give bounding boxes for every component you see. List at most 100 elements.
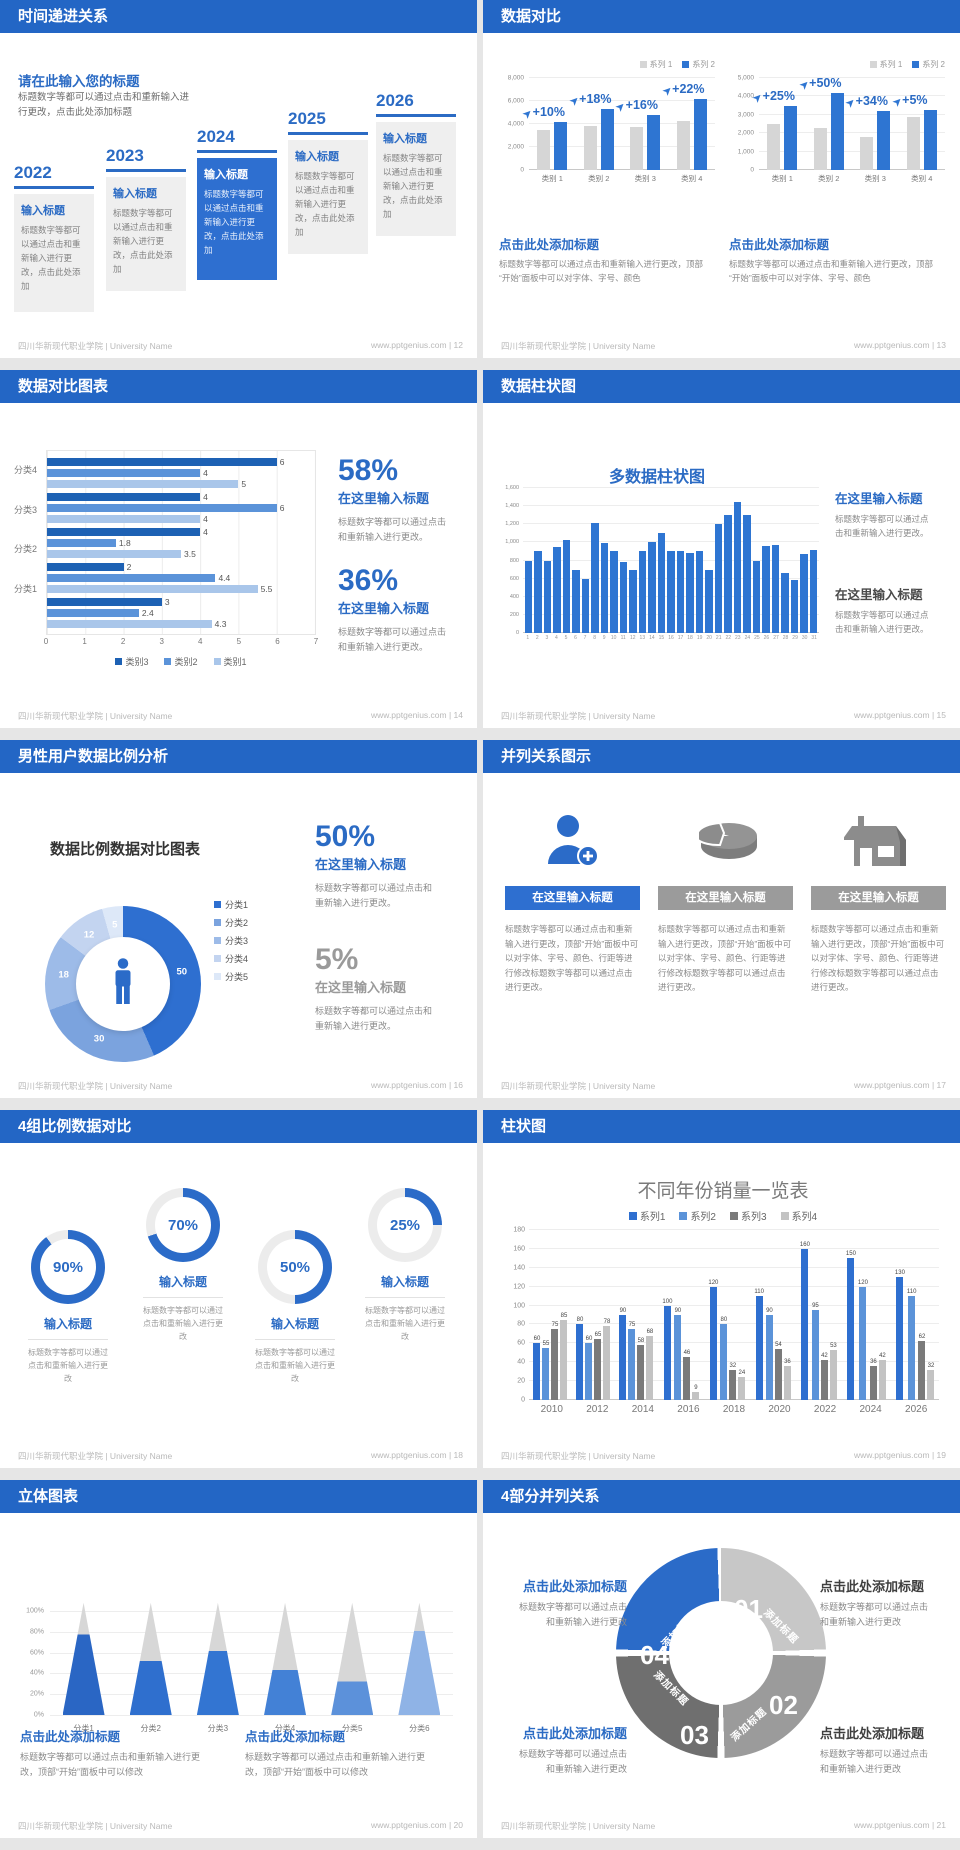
bar-row: 5.5 — [47, 584, 315, 594]
slide-15-data-column-chart[interactable]: 数据柱状图 多数据柱状图 0 200 400 600 800 1,000 1,200 1,40… — [483, 370, 960, 728]
growth-percent: +16% — [625, 97, 658, 112]
stat-title: 在这里输入标题 — [338, 491, 430, 506]
body-line2: “开始”面板中可以对字体、字号、颜色 — [499, 272, 641, 283]
stat-percent: 5% — [315, 943, 359, 976]
value-label: 36 — [870, 1359, 877, 1365]
y-tick-label: 80% — [29, 1628, 44, 1636]
legend-swatch — [869, 60, 877, 68]
value-label: 150 — [845, 1251, 856, 1258]
plot-area: 0 200 400 600 800 1,000 1,200 1,400 1,600 — [505, 485, 819, 636]
x-tick-label: 分类3 — [207, 1724, 229, 1733]
slide-16-male-user-ratio[interactable]: 男性用户数据比例分析 数据比例数据对比图表 50 30 18 12 5 分类1 分类2 分类… — [0, 740, 477, 1098]
bar — [743, 515, 751, 633]
bar — [781, 573, 789, 633]
bar — [771, 545, 780, 633]
slide-20-3d-chart[interactable]: 立体图表 0% 20% 40% 60% 80% 100% 分类1 分类2 分类3 分类4 分类5 分类… — [0, 1480, 477, 1838]
bar — [676, 120, 690, 170]
comparison-block-right: 系列 1 系列 2 0 1,000 2,000 3,000 4,000 5,000 ➤ +25% ➤… — [729, 58, 945, 285]
bar-wrap: 90 — [674, 1230, 682, 1400]
bar — [847, 1258, 855, 1400]
segment-value-label: 12 — [83, 929, 95, 940]
slide-19-column-chart[interactable]: 柱状图 不同年份销量一览表 系列1 系列2 系列3 系列4 0 20 40 60 80 100 1… — [483, 1110, 960, 1468]
value-label: 53 — [830, 1342, 837, 1349]
gridline — [529, 77, 715, 78]
legend-swatch — [682, 60, 690, 68]
slide-17-parallel-relationship[interactable]: 并列关系图示 在这里输入标题 标题数字等都可以通过点击和重新输入进行更改，顶部“… — [483, 740, 960, 1098]
legend-item: 系列1 — [628, 1208, 665, 1223]
value-label: 4.4 — [218, 572, 231, 583]
block-body: 标题数字等都可以通过点击 和重新输入进行更改 — [497, 1747, 627, 1777]
category-label: 分类1 — [14, 584, 38, 595]
bar-wrap: 36 — [783, 1230, 791, 1400]
footer-university: 四川华新现代职业学院 | University Name — [501, 1821, 656, 1831]
growth-percent: +18% — [579, 92, 612, 107]
bar-wrap: 54 — [774, 1230, 782, 1400]
y-tick-label: 0 — [520, 166, 524, 174]
bar — [918, 1341, 926, 1400]
x-axis-labels: 分类1 分类2 分类3 分类4 分类5 分类6 — [50, 1723, 453, 1734]
slide-title: 男性用户数据比例分析 — [18, 748, 169, 765]
bar-group: ➤ +50% — [798, 76, 844, 170]
bar-row: 4.3 — [47, 619, 315, 629]
bar-wrap: 90 — [619, 1230, 627, 1400]
chart-title: 多数据柱状图 — [608, 469, 705, 486]
male-icon — [115, 958, 131, 1004]
ratio-col-1: 90% 输入标题 标题数字等都可以通过点击和重新输入进行更改 — [25, 1230, 111, 1385]
bar-group: 90 75 58 68 — [619, 1230, 654, 1400]
slide-12-time-progression[interactable]: 时间递进关系 请在此输入您的标题 标题数字等都可以通过点击和重新输入进 行更改，… — [0, 0, 477, 358]
x-tick-label: 7 — [583, 635, 587, 641]
card-body: 标题数字等都可以通过点击和重新输入进行更改，点击此处添加 — [383, 153, 443, 219]
footer-university: 四川华新现代职业学院 | University Name — [18, 711, 173, 721]
y-tick-label: 2,000 — [507, 143, 524, 151]
bar — [663, 1305, 671, 1400]
card-title: 输入标题 — [295, 151, 339, 163]
slide-title-bar: 男性用户数据比例分析 — [0, 740, 477, 773]
store-icon — [811, 800, 946, 872]
bar — [628, 1329, 636, 1400]
footer-university: 四川华新现代职业学院 | University Name — [18, 1081, 173, 1091]
ring-title: 输入标题 — [43, 1317, 92, 1331]
x-tick-label: 11 — [620, 635, 626, 641]
bar-groups: 60 55 75 85 80 60 65 78 90 75 58 68 100 90 46 9 120 80 32 2… — [529, 1230, 939, 1400]
stat-block-58: 58% 在这里输入标题 标题数字等都可以通过点击 和重新输入进行更改。 — [338, 456, 446, 545]
gridline — [529, 1304, 939, 1306]
body-line2: 重新输入进行更改。 — [315, 1021, 397, 1031]
growth-percent: +50% — [809, 75, 842, 90]
slide-13-data-comparison[interactable]: 数据对比 系列 1 系列 2 0 2,000 4,000 6,000 8,000 ➤ +10% ➤… — [483, 0, 960, 358]
bar — [542, 1348, 550, 1400]
progress-ring-50: 50% — [258, 1230, 332, 1304]
slide-14-comparison-chart[interactable]: 数据对比图表 分类4 分类3 分类2 分类1 6 4 5 4 6 4 4 1.8 3.5 2 4.4 5.5 3… — [0, 370, 477, 728]
x-tick-label: 25 — [754, 635, 760, 641]
footer-page-number: 19 — [936, 1450, 946, 1460]
bar — [693, 98, 707, 170]
body-line2: 击和重新输入进行更改。 — [835, 528, 929, 538]
slide-21-four-part-relationship[interactable]: 4部分并列关系 01 02 03 04 添加标题 添加标题 添加标题 添加标题 … — [483, 1480, 960, 1838]
timeline-item-2024: 2024 输入标题 标题数字等都可以通过点击和重新输入进行更改，点击此处添加 — [197, 127, 277, 280]
bar-wrap: 60 — [585, 1230, 593, 1400]
value-label: 4 — [203, 467, 208, 478]
slide-title-bar: 柱状图 — [483, 1110, 960, 1143]
slide-title-bar: 并列关系图示 — [483, 740, 960, 773]
footer-university: 四川华新现代职业学院 | University Name — [18, 1451, 173, 1461]
bar — [860, 136, 874, 170]
bar — [908, 1296, 916, 1400]
x-tick-label: 23 — [735, 635, 741, 641]
value-label: 120 — [708, 1279, 719, 1286]
body-line2: 和重新输入进行更改 — [820, 1764, 902, 1774]
y-tick-label: 2,000 — [737, 129, 754, 137]
bar — [790, 579, 799, 633]
value-label: 85 — [560, 1312, 568, 1319]
legend-swatch — [214, 937, 221, 944]
gridline — [523, 523, 819, 525]
ring-body: 标题数字等都可以通过点击和重新输入进行更改 — [28, 1348, 108, 1383]
block-heading: 点击此处添加标题 — [245, 1730, 346, 1744]
x-tick-label: 2016 — [677, 1404, 700, 1415]
slide-18-four-ratio-comparison[interactable]: 4组比例数据对比 90% 输入标题 标题数字等都可以通过点击和重新输入进行更改 … — [0, 1110, 477, 1468]
growth-percent: +25% — [762, 88, 795, 103]
ring-body: 标题数字等都可以通过点击和重新输入进行更改 — [255, 1348, 335, 1383]
value-label: 36 — [784, 1359, 791, 1365]
bar — [560, 1319, 568, 1400]
timeline-year: 2024 — [197, 127, 235, 146]
x-tick-label: 类别 4 — [911, 174, 933, 183]
column-body: 标题数字等都可以通过点击和重新输入进行更改，顶部“开始”面板中可以对字体、字号、… — [505, 924, 639, 992]
